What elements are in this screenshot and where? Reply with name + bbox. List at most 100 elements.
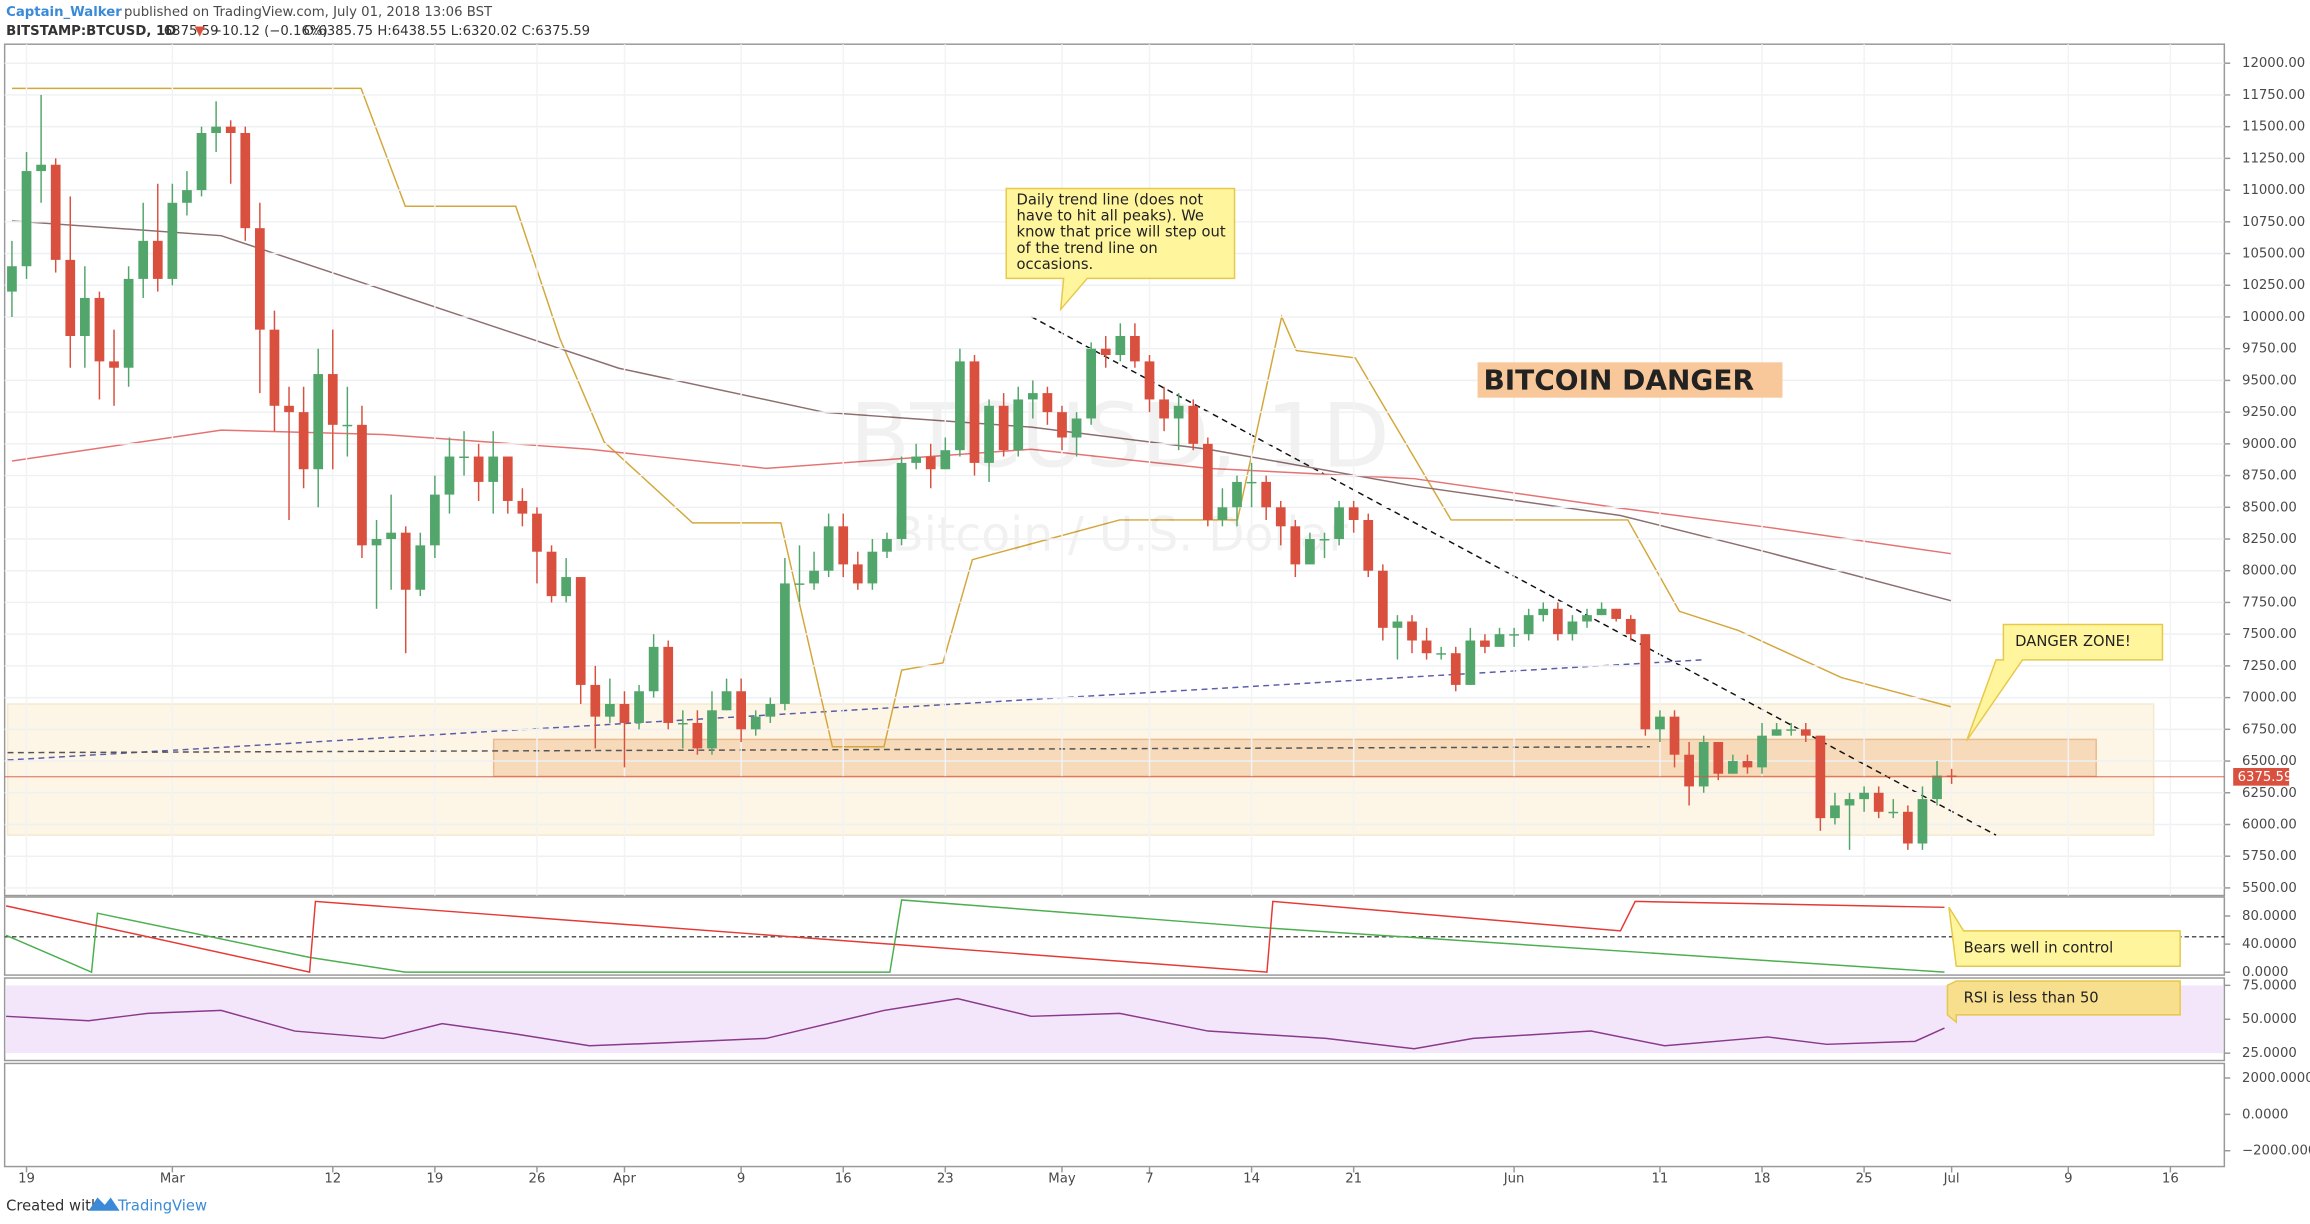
y-tick-label: 50.0000 xyxy=(2242,1012,2297,1027)
candle-body xyxy=(1042,393,1053,413)
candle-body xyxy=(123,278,134,368)
watermark-subtitle: Bitcoin / U.S. Dollar xyxy=(891,508,1348,563)
candle-body xyxy=(357,424,367,546)
y-tick-label: 10000.00 xyxy=(2242,310,2305,325)
support-zone xyxy=(492,738,2097,777)
candle-body xyxy=(371,539,382,546)
candle-body xyxy=(765,703,776,717)
candle-body xyxy=(1436,653,1447,655)
bears-box xyxy=(1948,906,2181,967)
x-tick-label: 9 xyxy=(2064,1171,2072,1186)
candle-body xyxy=(911,456,922,463)
candle-body xyxy=(1319,539,1330,541)
candle-body xyxy=(517,500,528,514)
candle-body xyxy=(138,240,149,279)
candle-body xyxy=(677,722,688,725)
candle-body xyxy=(1509,634,1519,636)
candle-body xyxy=(298,412,309,470)
candle-body xyxy=(1480,640,1490,647)
author[interactable]: Captain_Walker xyxy=(6,5,122,20)
y-tick-label: 7750.00 xyxy=(2242,595,2297,610)
candle-body xyxy=(561,577,571,597)
candle-body xyxy=(1100,348,1111,356)
candle-body xyxy=(1727,761,1738,774)
candle-body xyxy=(882,539,892,552)
candle-body xyxy=(196,133,207,191)
candle-body xyxy=(1027,393,1038,400)
footer-created: Created with xyxy=(6,1197,100,1214)
candle-body xyxy=(1363,519,1374,571)
x-tick-label: 16 xyxy=(835,1171,852,1186)
candle-body xyxy=(167,202,178,279)
candle-body xyxy=(255,228,265,330)
y-tick-label: 11250.00 xyxy=(2242,151,2305,166)
x-tick-label: 16 xyxy=(2162,1171,2179,1186)
candle-body xyxy=(473,456,484,482)
x-tick-label: May xyxy=(1048,1171,1076,1186)
candle-body xyxy=(1873,792,1884,812)
note-line: of the trend line on xyxy=(1017,240,1158,257)
candle-body xyxy=(415,545,426,590)
x-tick-label: 18 xyxy=(1754,1171,1771,1186)
candle-body xyxy=(1377,570,1388,628)
support-line xyxy=(7,659,1702,761)
y-tick-label: 6000.00 xyxy=(2242,817,2297,832)
candle-body xyxy=(1334,507,1344,540)
candle-body xyxy=(605,703,615,717)
y-tick-label: −2000.0000 xyxy=(2242,1144,2310,1159)
y-tick-label: 7500.00 xyxy=(2242,627,2297,642)
candle-body xyxy=(984,405,994,463)
candle-body xyxy=(969,361,980,463)
footer-brand[interactable]: TradingView xyxy=(117,1197,207,1214)
candle-body xyxy=(1713,742,1724,774)
candle-body xyxy=(1552,608,1563,635)
candle-body xyxy=(1903,811,1913,844)
candle-body xyxy=(400,532,411,590)
candle-body xyxy=(852,564,863,584)
candle-body xyxy=(1159,399,1169,419)
candle-body xyxy=(1232,481,1242,508)
candle-body xyxy=(1830,805,1840,819)
candle-body xyxy=(7,266,17,292)
y-tick-label: 9750.00 xyxy=(2242,342,2297,357)
bears-note: Bears well in control xyxy=(1964,940,2114,957)
candle-body xyxy=(1669,716,1680,755)
note-line: have to hit all peaks). We xyxy=(1017,208,1204,225)
candle-body xyxy=(65,259,76,337)
candle-body xyxy=(1611,608,1622,619)
published: published on TradingView.com, July 01, 2… xyxy=(124,5,493,20)
ma-200 xyxy=(11,429,1952,555)
candle-body xyxy=(1917,799,1928,844)
level-line xyxy=(7,746,1650,754)
aroon-down xyxy=(5,900,1945,974)
candle-body xyxy=(430,494,440,546)
candle-body xyxy=(590,684,601,717)
last-price: 6375.59 xyxy=(164,24,219,39)
x-tick-label: 25 xyxy=(1856,1171,1873,1186)
candle-body xyxy=(1057,412,1067,438)
candle-body xyxy=(1786,729,1797,731)
y-tick-label: 9000.00 xyxy=(2242,437,2297,452)
candle-body xyxy=(575,577,586,685)
x-tick-label: 14 xyxy=(1243,1171,1260,1186)
y-tick-label: 10500.00 xyxy=(2242,247,2305,262)
y-tick-label: 6250.00 xyxy=(2242,786,2297,801)
candle-body xyxy=(867,551,878,584)
candle-body xyxy=(1217,507,1228,520)
y-tick-label: 8750.00 xyxy=(2242,469,2297,484)
candle-body xyxy=(1946,775,1957,778)
x-tick-label: 9 xyxy=(737,1171,745,1186)
x-tick-label: Jul xyxy=(1943,1171,1960,1186)
banner-box xyxy=(1477,362,1783,398)
y-tick-label: 11500.00 xyxy=(2242,120,2305,135)
ohlc: O:6385.75 H:6438.55 L:6320.02 C:6375.59 xyxy=(304,24,590,39)
candle-body xyxy=(1290,526,1301,565)
candle-body xyxy=(488,456,499,482)
rsi-note: RSI is less than 50 xyxy=(1964,990,2099,1007)
candle-body xyxy=(284,405,294,413)
candle-body xyxy=(1538,608,1549,616)
candle-body xyxy=(1932,775,1942,800)
candle-body xyxy=(50,164,61,260)
y-tick-label: 12000.00 xyxy=(2242,56,2305,71)
